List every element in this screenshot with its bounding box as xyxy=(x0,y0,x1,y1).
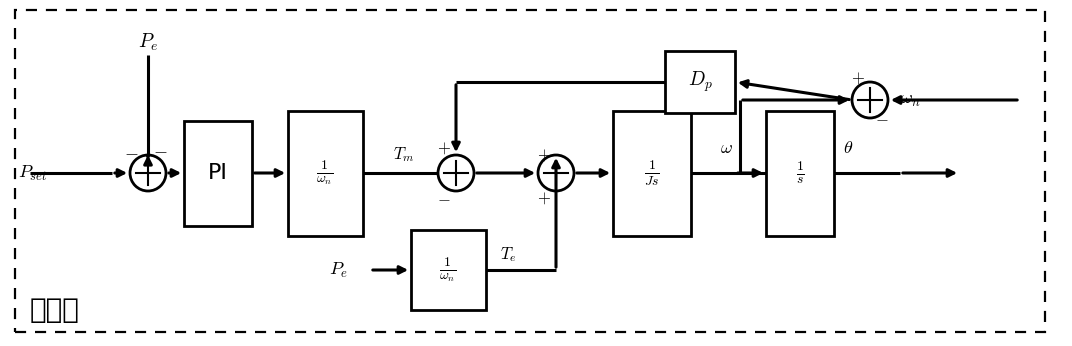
Text: $T_e$: $T_e$ xyxy=(500,246,517,264)
Text: $-$: $-$ xyxy=(875,109,889,127)
Bar xyxy=(665,51,735,113)
Text: $-$: $-$ xyxy=(152,141,167,159)
Circle shape xyxy=(852,82,888,118)
Text: $+$: $+$ xyxy=(537,146,551,164)
Circle shape xyxy=(538,155,574,191)
Text: 有功环: 有功环 xyxy=(30,296,80,324)
Bar xyxy=(287,110,362,236)
Text: $+$: $+$ xyxy=(437,139,451,157)
Text: $+$: $+$ xyxy=(851,69,865,87)
Text: $D_p$: $D_p$ xyxy=(687,70,713,94)
Bar xyxy=(613,110,691,236)
Bar xyxy=(411,230,486,310)
Text: $\theta$: $\theta$ xyxy=(843,139,853,157)
Text: $-$: $-$ xyxy=(123,143,138,161)
Bar xyxy=(184,120,252,226)
Text: $\omega_n$: $\omega_n$ xyxy=(900,91,921,109)
Text: $P_e$: $P_e$ xyxy=(138,31,159,53)
Text: $\frac{1}{\omega_n}$: $\frac{1}{\omega_n}$ xyxy=(316,159,333,187)
Text: $P_e$: $P_e$ xyxy=(329,261,348,280)
Text: $\frac{1}{\omega_n}$: $\frac{1}{\omega_n}$ xyxy=(440,256,457,284)
Text: $T_m$: $T_m$ xyxy=(393,146,415,164)
Circle shape xyxy=(130,155,166,191)
Text: $\frac{1}{s}$: $\frac{1}{s}$ xyxy=(795,160,804,186)
Text: $P_{set}$: $P_{set}$ xyxy=(18,163,47,183)
Text: PI: PI xyxy=(208,163,228,183)
Bar xyxy=(766,110,834,236)
Text: $-$: $-$ xyxy=(437,189,451,207)
Text: $+$: $+$ xyxy=(537,189,551,207)
Text: $\omega$: $\omega$ xyxy=(719,139,732,157)
Text: $\frac{1}{Js}$: $\frac{1}{Js}$ xyxy=(644,158,660,188)
Circle shape xyxy=(438,155,474,191)
